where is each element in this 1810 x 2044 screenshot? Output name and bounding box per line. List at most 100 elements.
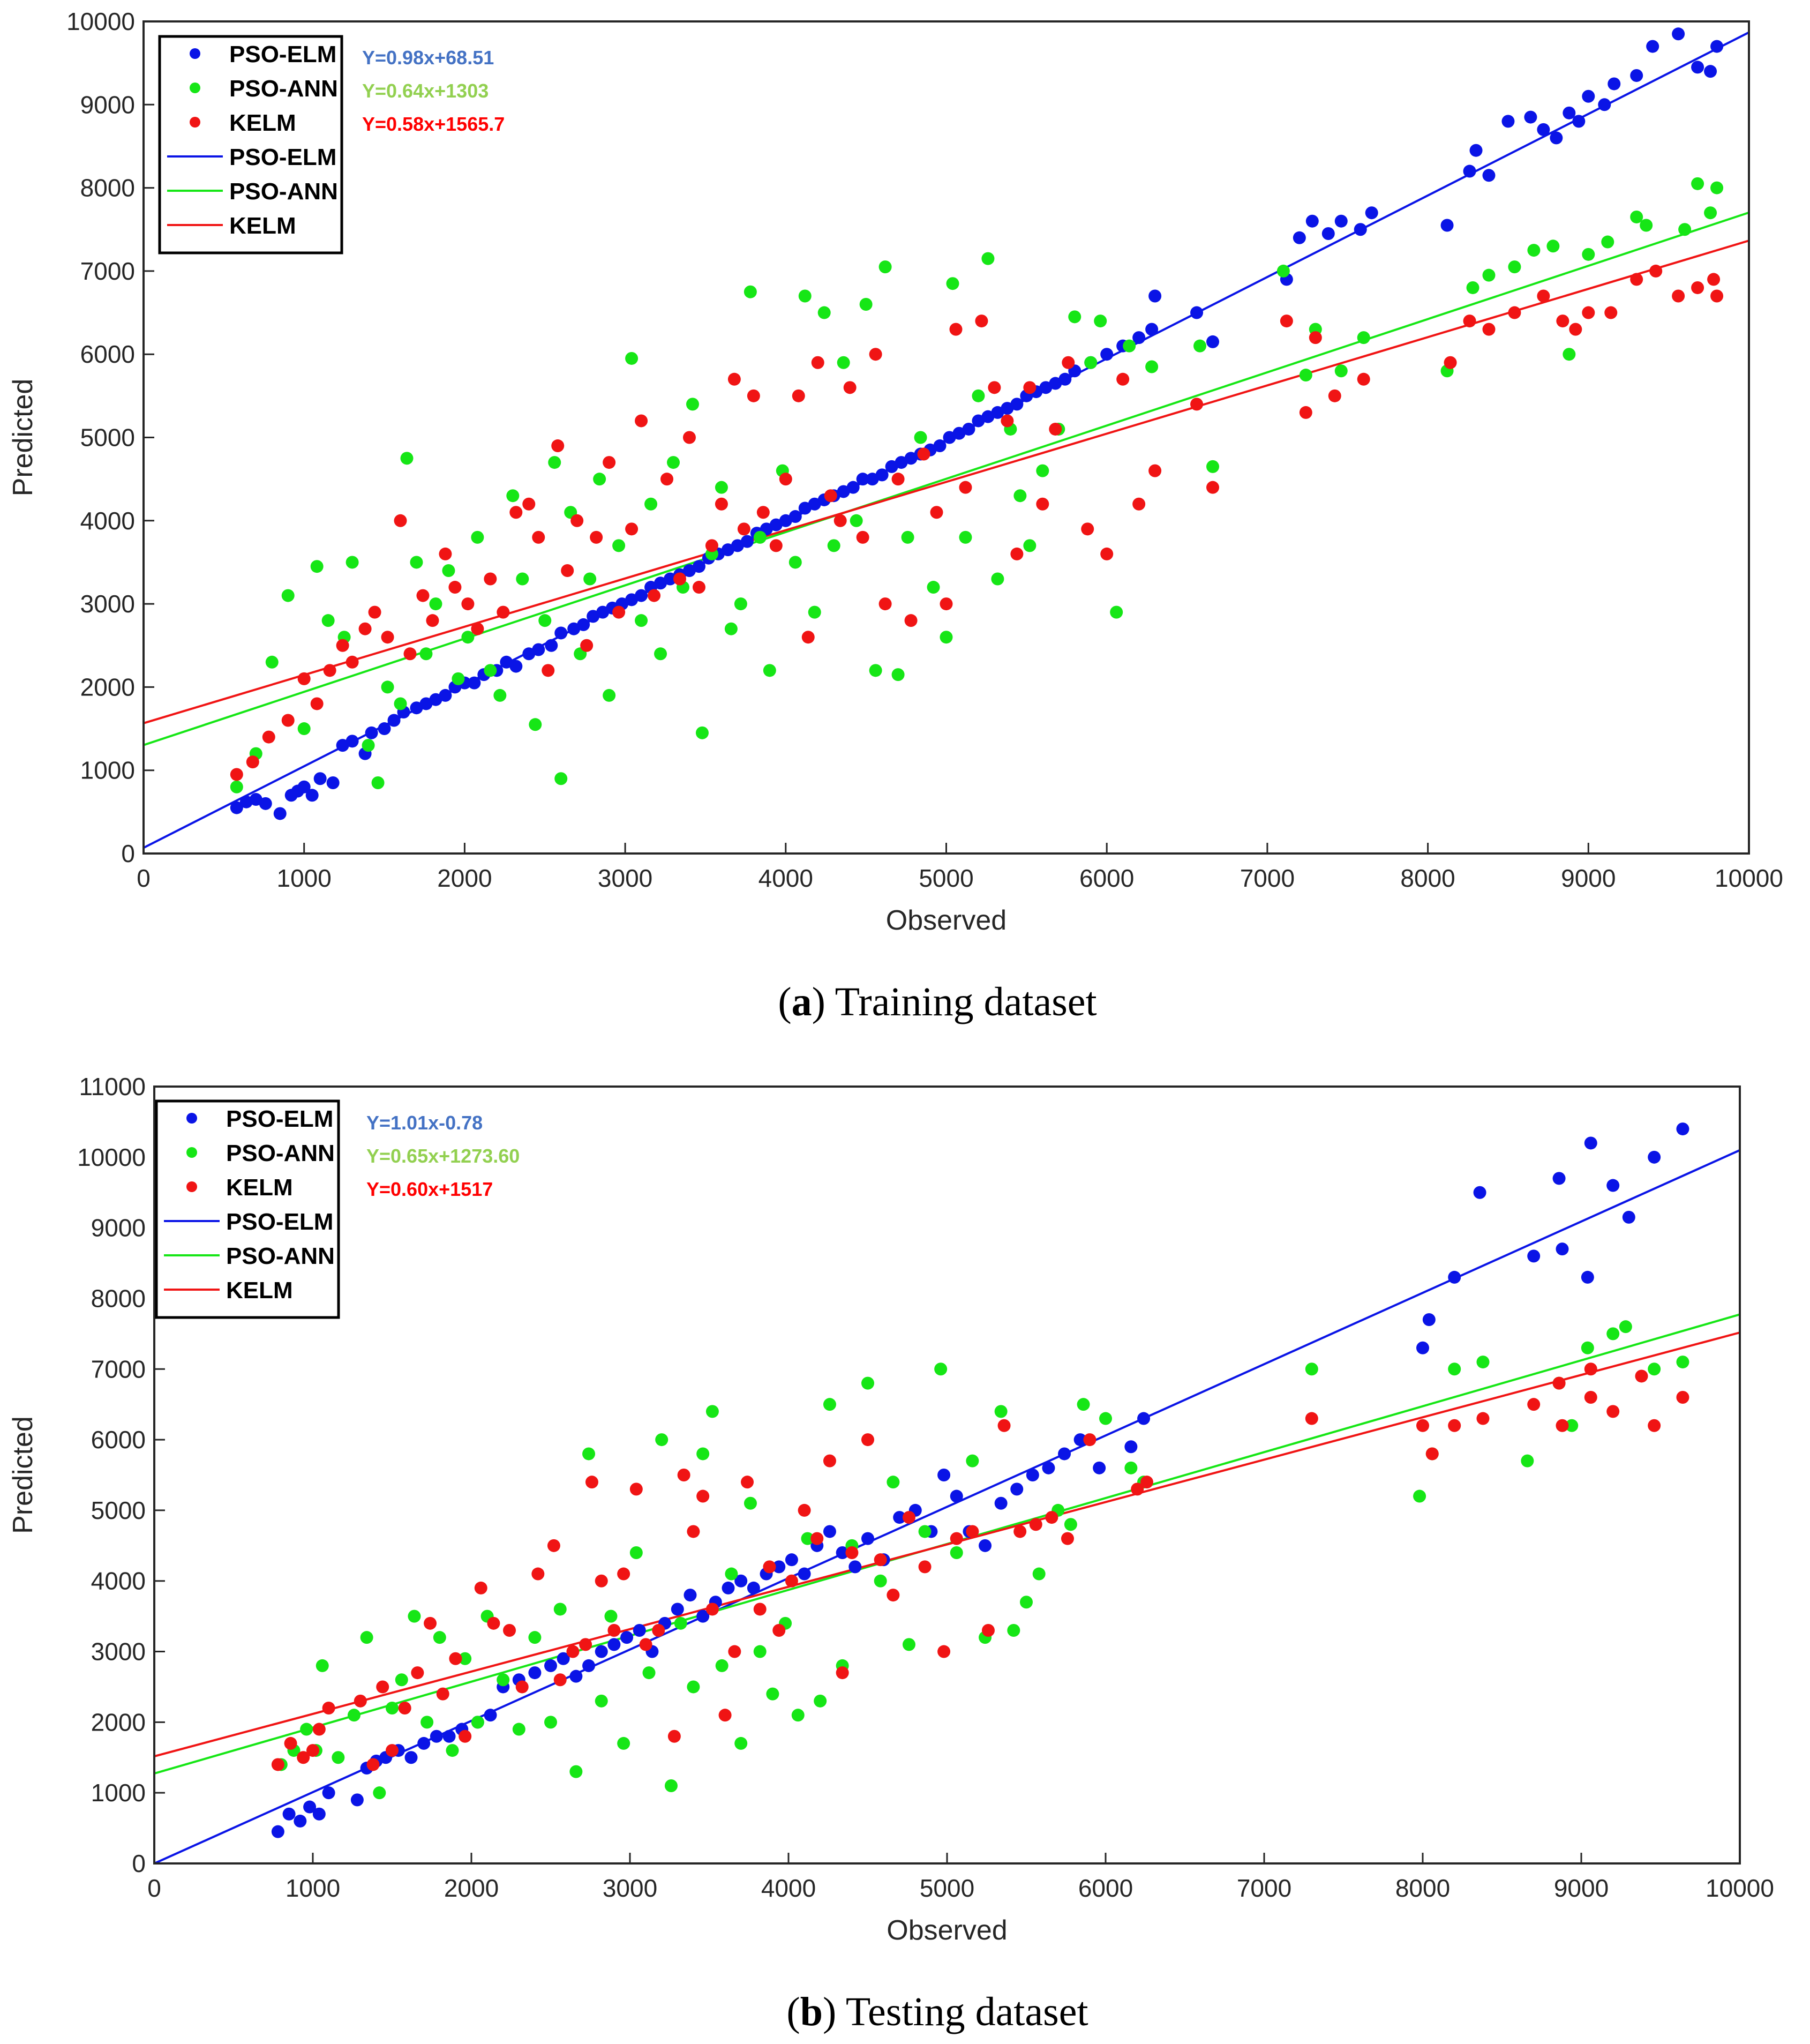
point-pso-elm xyxy=(1710,40,1724,53)
point-pso-elm xyxy=(875,468,889,482)
point-pso-ann xyxy=(419,647,433,661)
point-kelm xyxy=(949,323,963,336)
point-pso-elm xyxy=(1058,1447,1071,1461)
point-pso-ann xyxy=(604,1609,618,1623)
point-pso-elm xyxy=(1190,306,1204,319)
equation-pso-elm: Y=0.98x+68.51 xyxy=(362,47,494,69)
point-pso-elm xyxy=(1552,1172,1566,1185)
point-pso-ann xyxy=(603,688,616,702)
point-kelm xyxy=(1672,289,1685,303)
point-pso-elm xyxy=(798,501,812,515)
point-kelm xyxy=(394,514,407,527)
point-pso-ann xyxy=(332,1751,345,1764)
point-pso-elm xyxy=(544,1659,557,1672)
point-pso-ann xyxy=(1094,315,1107,328)
point-pso-elm xyxy=(271,1825,284,1838)
point-pso-ann xyxy=(281,589,295,602)
point-kelm xyxy=(306,1744,319,1757)
point-pso-ann xyxy=(538,614,552,627)
point-pso-ann xyxy=(655,1433,669,1447)
point-pso-ann xyxy=(554,772,568,785)
point-pso-elm xyxy=(856,473,869,486)
point-pso-ann xyxy=(918,1525,932,1538)
legend-label: KELM xyxy=(229,213,296,239)
y-tick-label: 2000 xyxy=(80,673,135,701)
point-kelm xyxy=(487,1616,500,1630)
point-kelm xyxy=(1707,273,1721,286)
point-pso-elm xyxy=(429,693,442,706)
point-pso-elm xyxy=(312,1807,326,1821)
point-kelm xyxy=(1045,1511,1058,1524)
point-pso-ann xyxy=(1678,223,1692,236)
point-kelm xyxy=(811,356,824,369)
point-pso-ann xyxy=(994,1405,1008,1418)
point-pso-elm xyxy=(620,1631,634,1644)
point-pso-elm xyxy=(1482,169,1496,182)
point-pso-ann xyxy=(1521,1454,1534,1468)
point-pso-ann xyxy=(972,389,985,402)
point-pso-elm xyxy=(322,1786,335,1800)
legend-marker-pso-ann xyxy=(186,1147,197,1158)
caption-letter: b xyxy=(800,1989,823,2034)
y-axis-ticks: 0 1000 2000 3000 4000 5000 6000 7000 8000 9000 100… xyxy=(77,1073,165,1877)
point-pso-ann xyxy=(667,456,680,469)
point-pso-elm xyxy=(1524,110,1537,124)
point-pso-elm xyxy=(696,1609,710,1623)
point-pso-ann xyxy=(548,456,561,469)
point-kelm xyxy=(376,1680,389,1694)
fit-line-kelm xyxy=(143,239,1749,724)
point-kelm xyxy=(503,1624,516,1637)
point-kelm xyxy=(1309,331,1322,345)
legend-label: PSO-ANN xyxy=(229,76,338,102)
point-pso-elm xyxy=(297,780,311,793)
point-pso-elm xyxy=(740,535,754,548)
point-kelm xyxy=(823,1454,836,1468)
point-pso-ann xyxy=(471,1716,484,1729)
point-kelm xyxy=(753,1603,767,1616)
point-pso-ann xyxy=(950,1546,963,1559)
y-tick-label: 2000 xyxy=(91,1708,146,1736)
point-pso-elm xyxy=(557,1652,570,1665)
chart-panel-training: 0 1000 2000 3000 4000 5000 6000 7000 8000 9000 100… xyxy=(7,8,1783,1024)
point-kelm xyxy=(1299,406,1312,419)
point-pso-ann xyxy=(1123,339,1136,353)
point-pso-ann xyxy=(1640,219,1653,232)
point-pso-ann xyxy=(1036,464,1049,477)
point-pso-ann xyxy=(878,260,892,274)
point-pso-ann xyxy=(869,664,882,677)
point-pso-elm xyxy=(1630,69,1643,82)
legend-marker-pso-elm xyxy=(186,1113,197,1124)
legend-label: PSO-ANN xyxy=(226,1243,335,1269)
point-pso-ann xyxy=(625,351,639,365)
point-pso-elm xyxy=(861,1532,874,1545)
point-kelm xyxy=(975,315,988,328)
point-pso-elm xyxy=(1293,231,1306,244)
point-pso-ann xyxy=(798,289,812,303)
point-pso-ann xyxy=(461,631,475,644)
legend-label: PSO-ANN xyxy=(229,178,338,205)
point-pso-ann xyxy=(506,489,520,503)
point-pso-ann xyxy=(583,572,597,586)
point-kelm xyxy=(741,1476,754,1489)
point-pso-ann xyxy=(395,1673,408,1687)
point-kelm xyxy=(459,1729,472,1743)
point-pso-ann xyxy=(310,560,324,573)
point-pso-elm xyxy=(895,456,908,469)
point-pso-ann xyxy=(1691,177,1704,190)
point-kelm xyxy=(515,1680,529,1694)
point-kelm xyxy=(461,597,475,611)
y-tick-label: 1000 xyxy=(91,1779,146,1807)
point-kelm xyxy=(426,614,439,627)
point-kelm xyxy=(625,522,639,536)
point-kelm xyxy=(652,1624,665,1637)
point-pso-ann xyxy=(1064,1518,1077,1531)
point-kelm xyxy=(779,473,792,486)
legend-marker-kelm xyxy=(190,117,200,128)
point-kelm xyxy=(366,1758,380,1771)
point-pso-elm xyxy=(823,1525,836,1538)
point-pso-elm xyxy=(1365,206,1378,220)
point-pso-elm xyxy=(305,789,319,802)
point-kelm xyxy=(843,381,857,394)
point-pso-ann xyxy=(753,530,767,544)
point-pso-elm xyxy=(259,797,272,810)
